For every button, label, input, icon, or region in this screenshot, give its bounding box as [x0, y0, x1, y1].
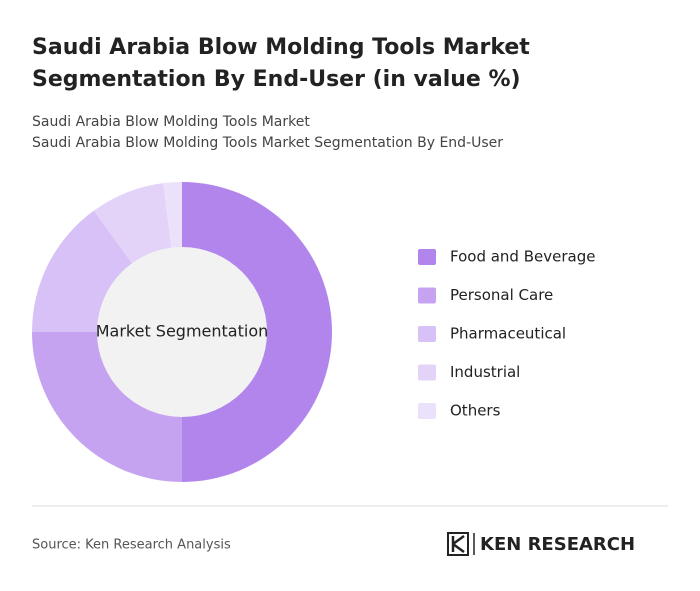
legend-label: Personal Care — [450, 286, 553, 304]
logo-text: KEN RESEARCH — [480, 534, 635, 555]
logo-icon — [447, 532, 469, 556]
legend-swatch — [418, 287, 436, 304]
legend-label: Pharmaceutical — [450, 325, 566, 343]
logo-icon — [451, 534, 465, 554]
legend-swatch — [418, 249, 436, 265]
legend-label: Industrial — [450, 363, 520, 381]
legend-label: Food and Beverage — [450, 248, 595, 266]
donut-hole — [97, 247, 267, 417]
subtitle: Saudi Arabia Blow Molding Tools Market S… — [32, 135, 503, 151]
chart-title: Saudi Arabia Blow Molding Tools Market Se… — [32, 35, 530, 92]
source: Source: Ken Research Analysis — [32, 538, 231, 553]
legend-swatch — [418, 364, 436, 381]
center-label: Market Segmentation — [96, 322, 269, 341]
legend-swatch — [418, 403, 436, 419]
legend-swatch — [418, 326, 436, 342]
logo: KEN RESEARCH — [447, 532, 635, 556]
subtitle: Saudi Arabia Blow Molding Tools Market — [32, 114, 310, 130]
legend-label: Others — [450, 402, 501, 420]
